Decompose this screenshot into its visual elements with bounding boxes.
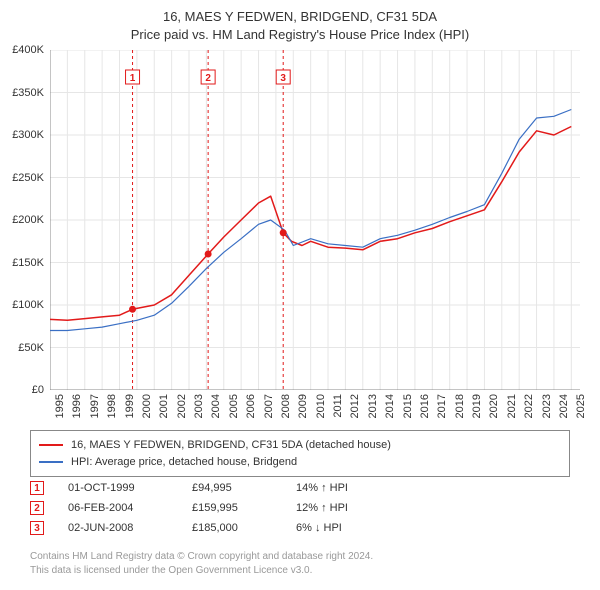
event-delta: 12% ↑ HPI — [296, 502, 386, 514]
footer-line-1: Contains HM Land Registry data © Crown c… — [30, 550, 570, 564]
y-tick-label: £0 — [32, 384, 44, 396]
x-tick-label: 2015 — [402, 394, 414, 418]
event-delta: 6% ↓ HPI — [296, 522, 386, 534]
event-date: 02-JUN-2008 — [68, 522, 168, 534]
x-tick-label: 2006 — [245, 394, 257, 418]
x-tick-label: 1997 — [89, 394, 101, 418]
x-tick-label: 2001 — [158, 394, 170, 418]
svg-text:2: 2 — [205, 73, 211, 84]
event-date: 06-FEB-2004 — [68, 502, 168, 514]
y-tick-label: £100K — [12, 299, 44, 311]
event-date: 01-OCT-1999 — [68, 482, 168, 494]
chart-plot-area: 1 2 3 — [50, 50, 580, 390]
event-row: 1 01-OCT-1999 £94,995 14% ↑ HPI — [30, 478, 570, 498]
x-tick-label: 2016 — [419, 394, 431, 418]
x-tick-label: 1995 — [54, 394, 66, 418]
event-price: £159,995 — [192, 502, 272, 514]
legend-row-property: 16, MAES Y FEDWEN, BRIDGEND, CF31 5DA (d… — [39, 437, 561, 454]
legend-label-hpi: HPI: Average price, detached house, Brid… — [71, 454, 297, 471]
x-tick-label: 2020 — [488, 394, 500, 418]
event-marker: 2 — [30, 501, 44, 515]
x-tick-label: 2000 — [141, 394, 153, 418]
x-tick-label: 2003 — [193, 394, 205, 418]
y-tick-label: £400K — [12, 44, 44, 56]
title-line-1: 16, MAES Y FEDWEN, BRIDGEND, CF31 5DA — [8, 8, 592, 26]
y-tick-label: £250K — [12, 172, 44, 184]
x-tick-label: 2005 — [228, 394, 240, 418]
events-list: 1 01-OCT-1999 £94,995 14% ↑ HPI 2 06-FEB-2004… — [30, 478, 570, 538]
y-tick-label: £350K — [12, 87, 44, 99]
licence-footer: Contains HM Land Registry data © Crown c… — [30, 550, 570, 577]
y-axis-labels: £0£50K£100K£150K£200K£250K£300K£350K£400… — [0, 50, 48, 390]
x-tick-label: 2012 — [349, 394, 361, 418]
title-line-2: Price paid vs. HM Land Registry's House … — [8, 26, 592, 44]
event-row: 3 02-JUN-2008 £185,000 6% ↓ HPI — [30, 518, 570, 538]
legend-swatch-property — [39, 444, 63, 446]
x-tick-label: 2002 — [176, 394, 188, 418]
y-tick-label: £300K — [12, 129, 44, 141]
x-tick-label: 2014 — [384, 394, 396, 418]
event-marker: 3 — [30, 521, 44, 535]
x-tick-label: 2013 — [367, 394, 379, 418]
x-tick-label: 2022 — [523, 394, 535, 418]
legend-box: 16, MAES Y FEDWEN, BRIDGEND, CF31 5DA (d… — [30, 430, 570, 477]
event-delta: 14% ↑ HPI — [296, 482, 386, 494]
svg-text:1: 1 — [130, 73, 136, 84]
x-tick-label: 1999 — [124, 394, 136, 418]
legend-swatch-hpi — [39, 461, 63, 463]
x-tick-label: 2023 — [541, 394, 553, 418]
x-tick-label: 2024 — [558, 394, 570, 418]
event-row: 2 06-FEB-2004 £159,995 12% ↑ HPI — [30, 498, 570, 518]
svg-text:3: 3 — [280, 73, 286, 84]
legend-label-property: 16, MAES Y FEDWEN, BRIDGEND, CF31 5DA (d… — [71, 437, 391, 454]
legend-row-hpi: HPI: Average price, detached house, Brid… — [39, 454, 561, 471]
x-tick-label: 2025 — [575, 394, 587, 418]
x-axis-labels: 1995 1996 1997 1998 1999 2000 2001 2002 2003 2004… — [50, 392, 580, 432]
x-tick-label: 2007 — [263, 394, 275, 418]
x-tick-label: 1996 — [71, 394, 83, 418]
y-tick-label: £50K — [18, 342, 44, 354]
chart-title-block: 16, MAES Y FEDWEN, BRIDGEND, CF31 5DA Pr… — [0, 0, 600, 48]
y-tick-label: £150K — [12, 257, 44, 269]
event-price: £94,995 — [192, 482, 272, 494]
x-tick-label: 2018 — [454, 394, 466, 418]
x-tick-label: 2009 — [297, 394, 309, 418]
x-tick-label: 2008 — [280, 394, 292, 418]
event-price: £185,000 — [192, 522, 272, 534]
chart-svg: 1 2 3 — [50, 50, 580, 390]
x-tick-label: 2019 — [471, 394, 483, 418]
footer-line-2: This data is licensed under the Open Gov… — [30, 564, 570, 578]
event-marker: 1 — [30, 481, 44, 495]
x-tick-label: 2021 — [506, 394, 518, 418]
x-tick-label: 2017 — [436, 394, 448, 418]
x-tick-label: 2010 — [315, 394, 327, 418]
x-tick-label: 2011 — [332, 394, 344, 418]
x-tick-label: 2004 — [210, 394, 222, 418]
y-tick-label: £200K — [12, 214, 44, 226]
x-tick-label: 1998 — [106, 394, 118, 418]
